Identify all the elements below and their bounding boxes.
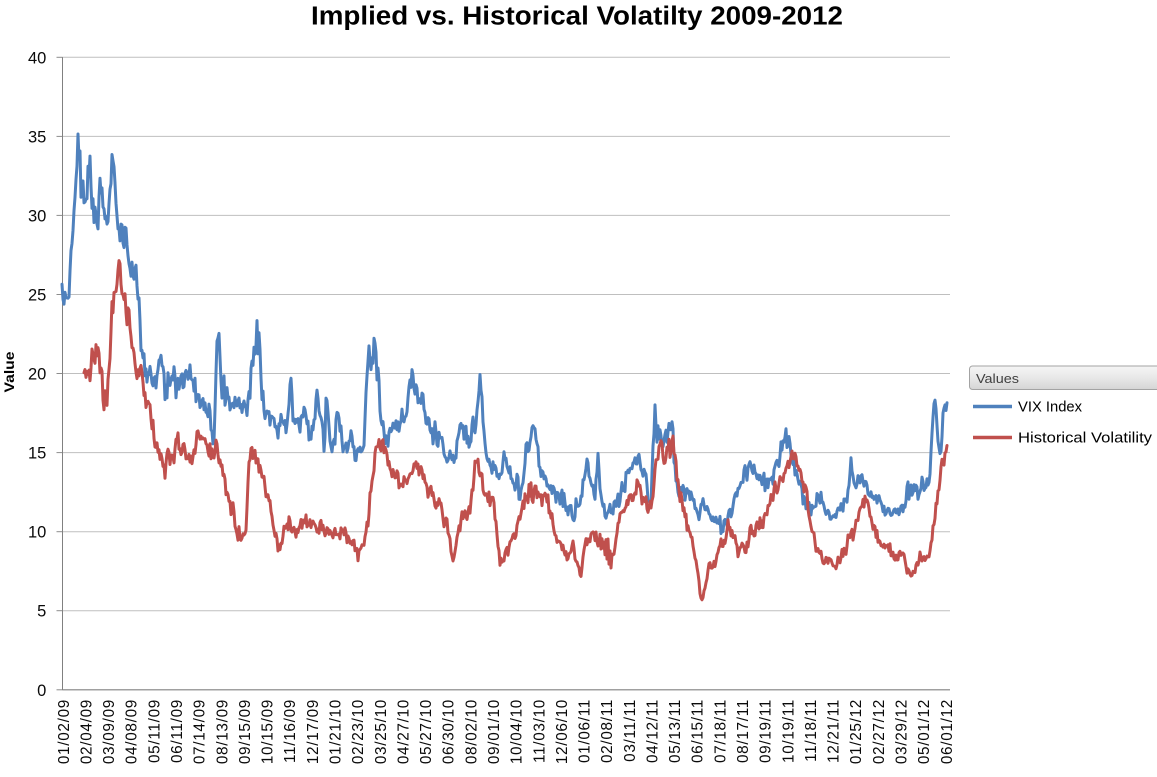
svg-text:10/19/11: 10/19/11 bbox=[780, 699, 797, 763]
svg-text:10/04/10: 10/04/10 bbox=[509, 699, 526, 764]
svg-text:Historical Volatility: Historical Volatility bbox=[1018, 431, 1153, 447]
svg-text:08/13/09: 08/13/09 bbox=[214, 699, 231, 764]
svg-text:06/11/09: 06/11/09 bbox=[169, 699, 186, 763]
svg-text:10: 10 bbox=[28, 524, 46, 542]
svg-text:15: 15 bbox=[28, 445, 46, 463]
svg-text:02/27/12: 02/27/12 bbox=[871, 699, 888, 764]
svg-text:25: 25 bbox=[28, 287, 46, 305]
svg-text:07/18/11: 07/18/11 bbox=[712, 699, 729, 763]
svg-text:06/15/11: 06/15/11 bbox=[690, 699, 707, 763]
svg-text:40: 40 bbox=[28, 49, 46, 67]
svg-text:11/18/11: 11/18/11 bbox=[803, 699, 820, 762]
svg-text:12/21/11: 12/21/11 bbox=[826, 699, 843, 763]
svg-text:VIX Index: VIX Index bbox=[1018, 400, 1083, 416]
svg-text:08/17/11: 08/17/11 bbox=[735, 699, 752, 763]
svg-text:09/15/09: 09/15/09 bbox=[237, 699, 254, 764]
svg-text:02/04/09: 02/04/09 bbox=[78, 699, 95, 764]
svg-text:11/16/09: 11/16/09 bbox=[282, 699, 299, 763]
svg-text:02/23/10: 02/23/10 bbox=[350, 699, 367, 764]
svg-text:35: 35 bbox=[28, 128, 46, 146]
svg-text:Values: Values bbox=[976, 371, 1020, 386]
svg-text:12/17/09: 12/17/09 bbox=[305, 699, 322, 764]
svg-text:01/25/12: 01/25/12 bbox=[848, 699, 865, 764]
svg-text:05/01/12: 05/01/12 bbox=[916, 699, 933, 764]
svg-text:01/02/09: 01/02/09 bbox=[56, 699, 73, 764]
svg-text:20: 20 bbox=[28, 366, 46, 384]
svg-text:02/08/11: 02/08/11 bbox=[599, 699, 616, 763]
svg-text:06/30/10: 06/30/10 bbox=[441, 699, 458, 764]
svg-text:06/01/12: 06/01/12 bbox=[939, 699, 956, 764]
svg-text:07/14/09: 07/14/09 bbox=[192, 699, 209, 764]
svg-text:01/06/11: 01/06/11 bbox=[577, 699, 594, 763]
svg-text:09/01/10: 09/01/10 bbox=[486, 699, 503, 764]
svg-text:03/09/09: 03/09/09 bbox=[101, 699, 118, 764]
svg-text:01/21/10: 01/21/10 bbox=[328, 699, 345, 764]
svg-text:09/19/11: 09/19/11 bbox=[758, 699, 775, 763]
svg-text:0: 0 bbox=[37, 682, 46, 700]
svg-text:03/29/12: 03/29/12 bbox=[894, 699, 911, 764]
svg-text:05/11/09: 05/11/09 bbox=[146, 699, 163, 763]
svg-text:10/15/09: 10/15/09 bbox=[260, 699, 277, 764]
svg-text:12/06/10: 12/06/10 bbox=[554, 699, 571, 764]
svg-text:04/08/09: 04/08/09 bbox=[124, 699, 141, 764]
svg-text:11/03/10: 11/03/10 bbox=[531, 699, 548, 763]
svg-text:Value: Value bbox=[2, 351, 17, 393]
svg-text:03/11/11: 03/11/11 bbox=[622, 699, 639, 762]
svg-text:04/27/10: 04/27/10 bbox=[395, 699, 412, 764]
svg-text:03/25/10: 03/25/10 bbox=[373, 699, 390, 764]
svg-text:08/02/10: 08/02/10 bbox=[463, 699, 480, 764]
svg-text:Implied vs. Historical Volatil: Implied vs. Historical Volatilty 2009-20… bbox=[311, 3, 843, 31]
svg-text:05/13/11: 05/13/11 bbox=[667, 699, 684, 763]
svg-text:30: 30 bbox=[28, 207, 46, 225]
svg-text:05/27/10: 05/27/10 bbox=[418, 699, 435, 764]
svg-text:04/12/11: 04/12/11 bbox=[645, 699, 662, 763]
svg-text:5: 5 bbox=[37, 603, 46, 621]
